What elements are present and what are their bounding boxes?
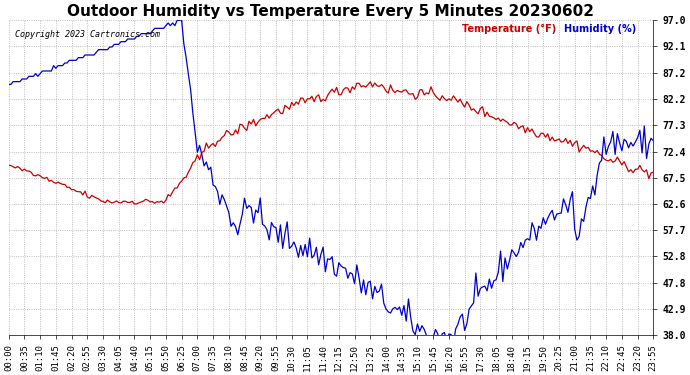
Title: Outdoor Humidity vs Temperature Every 5 Minutes 20230602: Outdoor Humidity vs Temperature Every 5 … <box>68 4 595 19</box>
Text: Copyright 2023 Cartronics.com: Copyright 2023 Cartronics.com <box>15 30 160 39</box>
Legend: Temperature (°F), Humidity (%): Temperature (°F), Humidity (%) <box>455 20 640 38</box>
